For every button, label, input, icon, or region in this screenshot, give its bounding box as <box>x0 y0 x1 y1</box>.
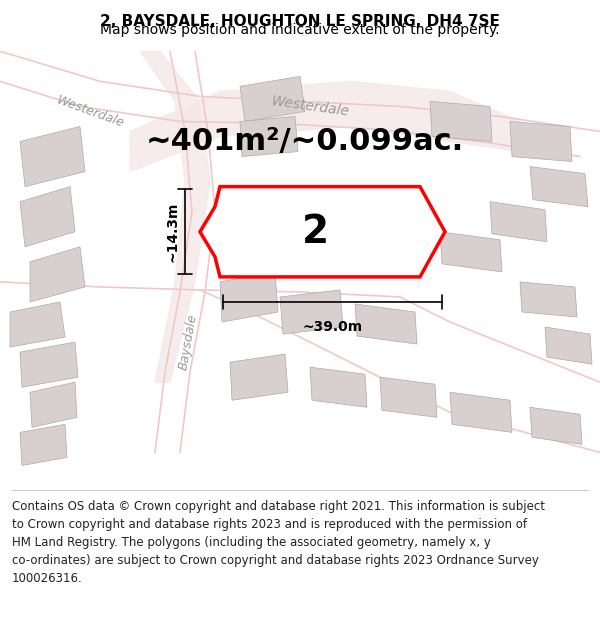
Polygon shape <box>380 378 437 418</box>
Text: ~14.3m: ~14.3m <box>166 202 180 262</box>
Polygon shape <box>545 327 592 364</box>
Polygon shape <box>220 272 278 322</box>
Polygon shape <box>140 51 210 382</box>
Polygon shape <box>430 101 492 141</box>
Polygon shape <box>200 187 445 277</box>
Polygon shape <box>130 81 520 172</box>
Text: Westerdale: Westerdale <box>55 93 125 130</box>
Polygon shape <box>240 76 305 121</box>
Polygon shape <box>280 290 343 334</box>
Polygon shape <box>355 304 417 344</box>
Text: 2, BAYSDALE, HOUGHTON LE SPRING, DH4 7SE: 2, BAYSDALE, HOUGHTON LE SPRING, DH4 7SE <box>100 14 500 29</box>
Text: ~401m²/~0.099ac.: ~401m²/~0.099ac. <box>146 127 464 156</box>
Text: ~39.0m: ~39.0m <box>302 320 362 334</box>
Polygon shape <box>20 424 67 466</box>
Polygon shape <box>530 408 582 444</box>
Polygon shape <box>20 126 85 187</box>
Polygon shape <box>440 232 502 272</box>
Polygon shape <box>20 187 75 247</box>
Polygon shape <box>20 342 78 388</box>
Polygon shape <box>310 367 367 408</box>
Polygon shape <box>510 121 572 162</box>
Text: Map shows position and indicative extent of the property.: Map shows position and indicative extent… <box>100 23 500 37</box>
Text: 2: 2 <box>301 213 329 251</box>
Polygon shape <box>490 202 547 242</box>
Text: Contains OS data © Crown copyright and database right 2021. This information is : Contains OS data © Crown copyright and d… <box>12 499 545 584</box>
Text: Westerdale: Westerdale <box>270 94 350 119</box>
Polygon shape <box>30 382 77 428</box>
Polygon shape <box>230 354 288 400</box>
Polygon shape <box>450 392 512 432</box>
Polygon shape <box>530 167 588 207</box>
Polygon shape <box>240 116 298 156</box>
Polygon shape <box>30 247 85 302</box>
Polygon shape <box>520 282 577 317</box>
Polygon shape <box>10 302 65 347</box>
Text: Baysdale: Baysdale <box>176 313 199 371</box>
